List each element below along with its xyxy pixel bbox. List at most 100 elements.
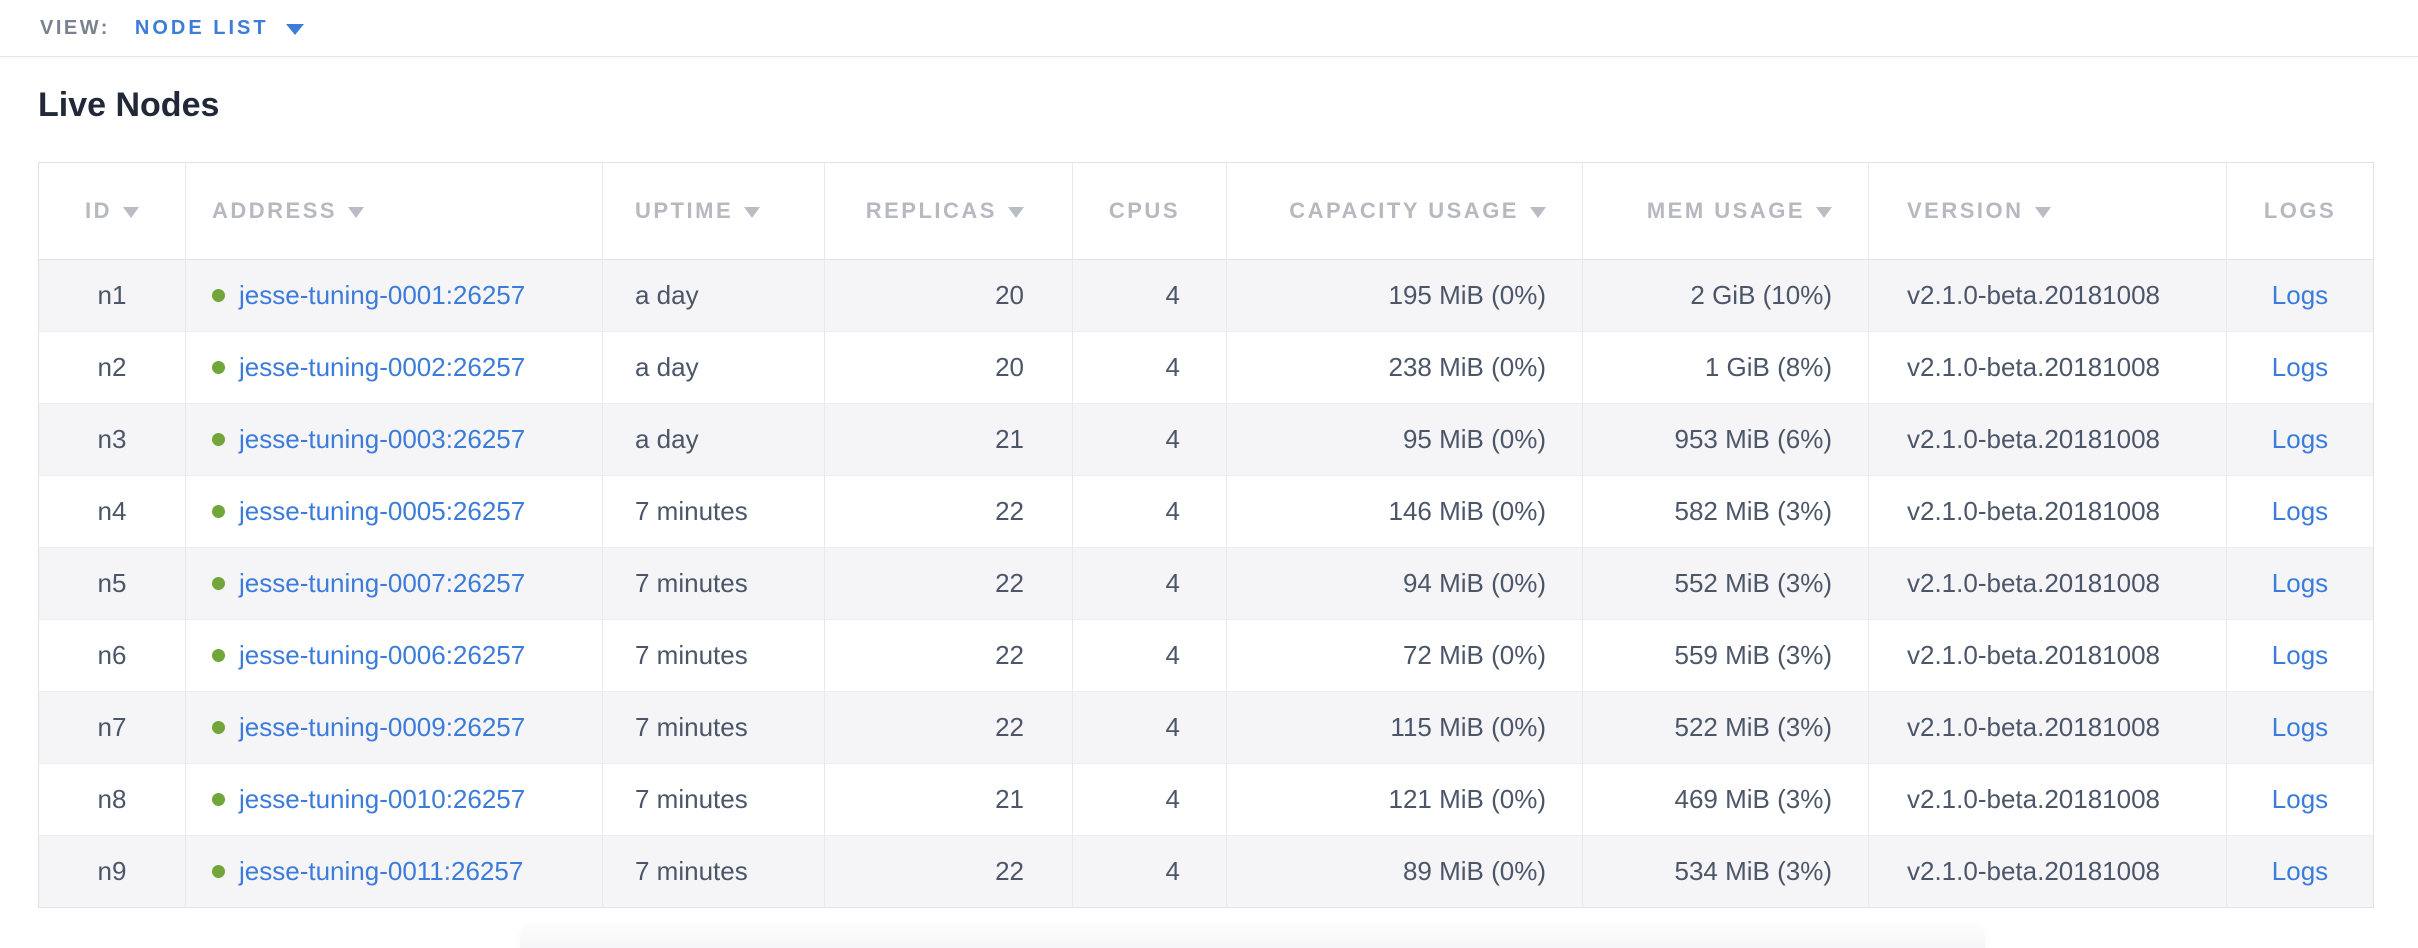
cell-cpus: 4 — [1072, 475, 1227, 548]
column-header-version[interactable]: VERSION — [1868, 162, 2227, 260]
cell-capacity: 146 MiB (0%) — [1226, 475, 1583, 548]
cell-id: n2 — [97, 352, 127, 382]
sort-desc-icon — [744, 207, 761, 218]
node-status-dot — [212, 649, 225, 662]
node-address-link[interactable]: jesse-tuning-0001:26257 — [239, 280, 526, 310]
sort-desc-icon — [1816, 207, 1832, 218]
cell-uptime: 7 minutes — [602, 691, 825, 764]
cell-id: n7 — [97, 712, 127, 742]
cell-cpus: 4 — [1072, 619, 1227, 692]
table-row: n2 jesse-tuning-0002:26257 a day 20 4 238 MiB… — [38, 331, 2374, 404]
logs-link[interactable]: Logs — [2271, 496, 2329, 526]
logs-link[interactable]: Logs — [2271, 424, 2329, 454]
node-address-link[interactable]: jesse-tuning-0011:26257 — [239, 856, 524, 886]
node-status-dot — [212, 793, 225, 806]
cell-replicas: 22 — [824, 691, 1073, 764]
cell-version: v2.1.0-beta.20181008 — [1868, 547, 2227, 620]
node-address-link[interactable]: jesse-tuning-0007:26257 — [239, 568, 526, 598]
cell-capacity: 89 MiB (0%) — [1226, 835, 1583, 908]
cell-version: v2.1.0-beta.20181008 — [1868, 691, 2227, 764]
cell-version: v2.1.0-beta.20181008 — [1868, 475, 2227, 548]
cell-uptime: 7 minutes — [602, 475, 825, 548]
cell-mem: 1 GiB (8%) — [1582, 331, 1869, 404]
logs-link[interactable]: Logs — [2271, 712, 2329, 742]
logs-link[interactable]: Logs — [2271, 568, 2329, 598]
table-head: ID ADDRESS UPTIME REPLICAS CPUS CAPACITY USAG… — [38, 162, 2374, 260]
sort-desc-icon — [348, 207, 365, 218]
node-status-dot — [212, 361, 225, 374]
table-row: n1 jesse-tuning-0001:26257 a day 20 4 195 MiB… — [38, 259, 2374, 332]
node-address-link[interactable]: jesse-tuning-0010:26257 — [239, 784, 526, 814]
node-address-link[interactable]: jesse-tuning-0005:26257 — [239, 496, 526, 526]
cell-capacity: 238 MiB (0%) — [1226, 331, 1583, 404]
cell-replicas: 20 — [824, 259, 1073, 332]
column-header-logs: LOGS — [2226, 162, 2374, 260]
cell-address: jesse-tuning-0003:26257 — [185, 403, 603, 476]
column-header-address[interactable]: ADDRESS — [185, 162, 603, 260]
column-header-label: ID — [85, 198, 112, 223]
cell-id: n6 — [97, 640, 127, 670]
view-dropdown[interactable]: NODE LIST — [135, 17, 304, 40]
cell-logs: Logs — [2226, 619, 2374, 692]
node-status-dot — [212, 505, 225, 518]
cell-cpus: 4 — [1072, 691, 1227, 764]
cell-version: v2.1.0-beta.20181008 — [1868, 835, 2227, 908]
cell-logs: Logs — [2226, 259, 2374, 332]
column-header-label: CAPACITY USAGE — [1289, 198, 1519, 223]
node-address-link[interactable]: jesse-tuning-0003:26257 — [239, 424, 526, 454]
logs-link[interactable]: Logs — [2271, 856, 2329, 886]
cell-cpus: 4 — [1072, 547, 1227, 620]
column-header-mem[interactable]: MEM USAGE — [1582, 162, 1869, 260]
cell-address: jesse-tuning-0002:26257 — [185, 331, 603, 404]
cell-version: v2.1.0-beta.20181008 — [1868, 331, 2227, 404]
logs-link[interactable]: Logs — [2271, 640, 2329, 670]
cell-logs: Logs — [2226, 763, 2374, 836]
cell-cpus: 4 — [1072, 403, 1227, 476]
cell-logs: Logs — [2226, 691, 2374, 764]
cell-logs: Logs — [2226, 475, 2374, 548]
table-row: n8 jesse-tuning-0010:26257 7 minutes 21 4 121… — [38, 763, 2374, 836]
column-header-label: LOGS — [2263, 198, 2337, 223]
cell-address: jesse-tuning-0007:26257 — [185, 547, 603, 620]
cell-capacity: 115 MiB (0%) — [1226, 691, 1583, 764]
table-row: n7 jesse-tuning-0009:26257 7 minutes 22 4 115… — [38, 691, 2374, 764]
cell-logs: Logs — [2226, 403, 2374, 476]
cell-logs: Logs — [2226, 331, 2374, 404]
cell-uptime: 7 minutes — [602, 763, 825, 836]
node-status-dot — [212, 865, 225, 878]
cell-replicas: 22 — [824, 835, 1073, 908]
table-row: n6 jesse-tuning-0006:26257 7 minutes 22 4 72 … — [38, 619, 2374, 692]
column-header-id[interactable]: ID — [38, 162, 186, 260]
cell-address: jesse-tuning-0009:26257 — [185, 691, 603, 764]
node-status-dot — [212, 721, 225, 734]
cell-capacity: 94 MiB (0%) — [1226, 547, 1583, 620]
cell-id: n1 — [97, 280, 127, 310]
logs-link[interactable]: Logs — [2271, 280, 2329, 310]
column-header-uptime[interactable]: UPTIME — [602, 162, 825, 260]
node-address-link[interactable]: jesse-tuning-0002:26257 — [239, 352, 526, 382]
node-address-link[interactable]: jesse-tuning-0006:26257 — [239, 640, 526, 670]
cell-replicas: 21 — [824, 403, 1073, 476]
cell-id: n5 — [97, 568, 127, 598]
view-dropdown-selected: NODE LIST — [134, 16, 269, 39]
column-header-label: REPLICAS — [865, 198, 997, 223]
node-status-dot — [212, 433, 225, 446]
cell-replicas: 22 — [824, 547, 1073, 620]
cell-mem: 953 MiB (6%) — [1582, 403, 1869, 476]
column-header-label: VERSION — [1907, 198, 2024, 223]
node-address-link[interactable]: jesse-tuning-0009:26257 — [239, 712, 526, 742]
cell-address: jesse-tuning-0006:26257 — [185, 619, 603, 692]
column-header-cpus: CPUS — [1072, 162, 1227, 260]
cell-replicas: 21 — [824, 763, 1073, 836]
cell-mem: 559 MiB (3%) — [1582, 619, 1869, 692]
cell-version: v2.1.0-beta.20181008 — [1868, 619, 2227, 692]
cell-uptime: 7 minutes — [602, 619, 825, 692]
table-row: n4 jesse-tuning-0005:26257 7 minutes 22 4 146… — [38, 475, 2374, 548]
column-header-capacity[interactable]: CAPACITY USAGE — [1226, 162, 1583, 260]
column-header-replicas[interactable]: REPLICAS — [824, 162, 1073, 260]
logs-link[interactable]: Logs — [2271, 784, 2329, 814]
logs-link[interactable]: Logs — [2271, 352, 2329, 382]
cell-mem: 2 GiB (10%) — [1582, 259, 1869, 332]
cell-capacity: 72 MiB (0%) — [1226, 619, 1583, 692]
cell-id: n9 — [97, 856, 127, 886]
